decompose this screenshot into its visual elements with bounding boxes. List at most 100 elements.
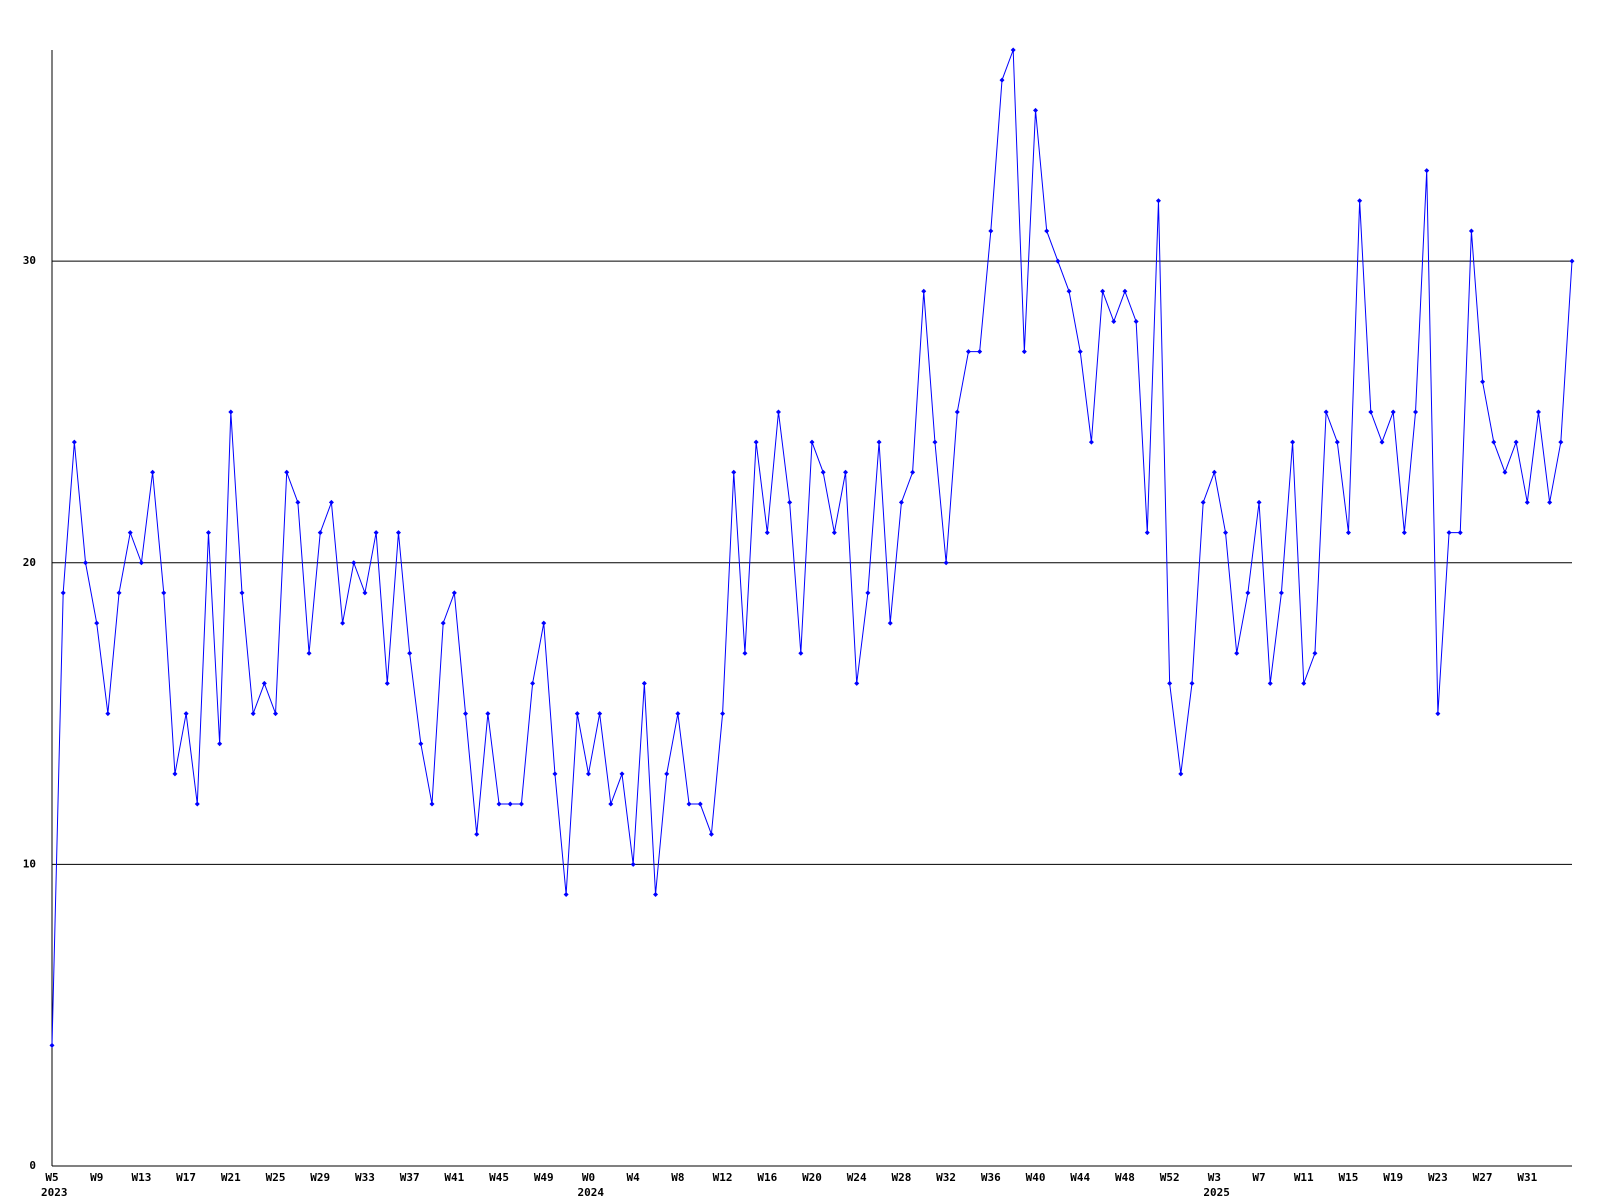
data-point [887,620,893,626]
x-year-label: 2025 [1203,1186,1230,1199]
data-point [295,499,301,505]
data-point [1155,198,1161,204]
data-point [261,680,267,686]
data-point [317,530,323,536]
x-tick-label: W17 [176,1171,196,1184]
data-point [1267,680,1273,686]
x-tick-label: W8 [671,1171,684,1184]
data-point [340,620,346,626]
data-point [1256,499,1262,505]
x-tick-label: W31 [1517,1171,1537,1184]
data-point [1189,680,1195,686]
data-point [1457,530,1463,536]
data-point [697,801,703,807]
data-point [485,711,491,717]
x-tick-label: W5 [45,1171,58,1184]
data-point [1424,168,1430,174]
data-point [1167,680,1173,686]
data-point [351,560,357,566]
data-point [988,228,994,234]
data-point [1144,530,1150,536]
x-tick-label: W12 [713,1171,733,1184]
data-point [1100,288,1106,294]
data-point [921,288,927,294]
data-point [708,831,714,837]
data-point [205,530,211,536]
x-tick-label: W23 [1428,1171,1448,1184]
data-point [1234,650,1240,656]
data-point [910,469,916,475]
data-point [1122,288,1128,294]
data-point [440,620,446,626]
data-point [496,801,502,807]
data-point [1413,409,1419,415]
data-point [608,801,614,807]
x-tick-label: W41 [444,1171,464,1184]
data-point [127,530,133,536]
data-point [1312,650,1318,656]
x-tick-label: W9 [90,1171,103,1184]
data-point [60,590,66,596]
x-tick-label: W15 [1339,1171,1359,1184]
data-point [395,530,401,536]
data-point [239,590,245,596]
y-tick-label: 30 [23,254,36,267]
data-point [1480,379,1486,385]
data-point [306,650,312,656]
data-point [1491,439,1497,445]
data-point [999,77,1005,83]
x-tick-label: W49 [534,1171,554,1184]
data-point [1345,530,1351,536]
x-tick-label: W48 [1115,1171,1135,1184]
data-point [530,680,536,686]
x-tick-label: W20 [802,1171,822,1184]
data-point [150,469,156,475]
data-point [384,680,390,686]
x-tick-label: W27 [1473,1171,1493,1184]
data-point [563,892,569,898]
data-point [1111,318,1117,324]
x-tick-label: W3 [1208,1171,1221,1184]
x-tick-label: W25 [266,1171,286,1184]
data-point [764,530,770,536]
data-point [1200,499,1206,505]
x-tick-label: W28 [891,1171,911,1184]
x-tick-label: W37 [400,1171,420,1184]
x-year-label: 2023 [41,1186,68,1199]
data-point [686,801,692,807]
data-point [1446,530,1452,536]
data-point [518,801,524,807]
y-tick-label: 10 [23,857,36,870]
data-point [373,530,379,536]
data-point [138,560,144,566]
data-point [418,741,424,747]
data-point [474,831,480,837]
x-tick-label: W21 [221,1171,241,1184]
data-point [675,711,681,717]
data-point [1569,258,1575,264]
data-point [1178,771,1184,777]
data-point [273,711,279,717]
data-point [731,469,737,475]
data-point [1323,409,1329,415]
data-point [1290,439,1296,445]
data-point [898,499,904,505]
data-point [597,711,603,717]
data-point [71,439,77,445]
data-point [720,711,726,717]
data-point [250,711,256,717]
data-point [954,409,960,415]
data-point [1535,409,1541,415]
data-point [775,409,781,415]
data-point [552,771,558,777]
data-point [854,680,860,686]
data-point [172,771,178,777]
data-point [753,439,759,445]
data-point [619,771,625,777]
data-point [798,650,804,656]
data-point [429,801,435,807]
data-point [1524,499,1530,505]
data-point [585,771,591,777]
data-point [1010,47,1016,53]
